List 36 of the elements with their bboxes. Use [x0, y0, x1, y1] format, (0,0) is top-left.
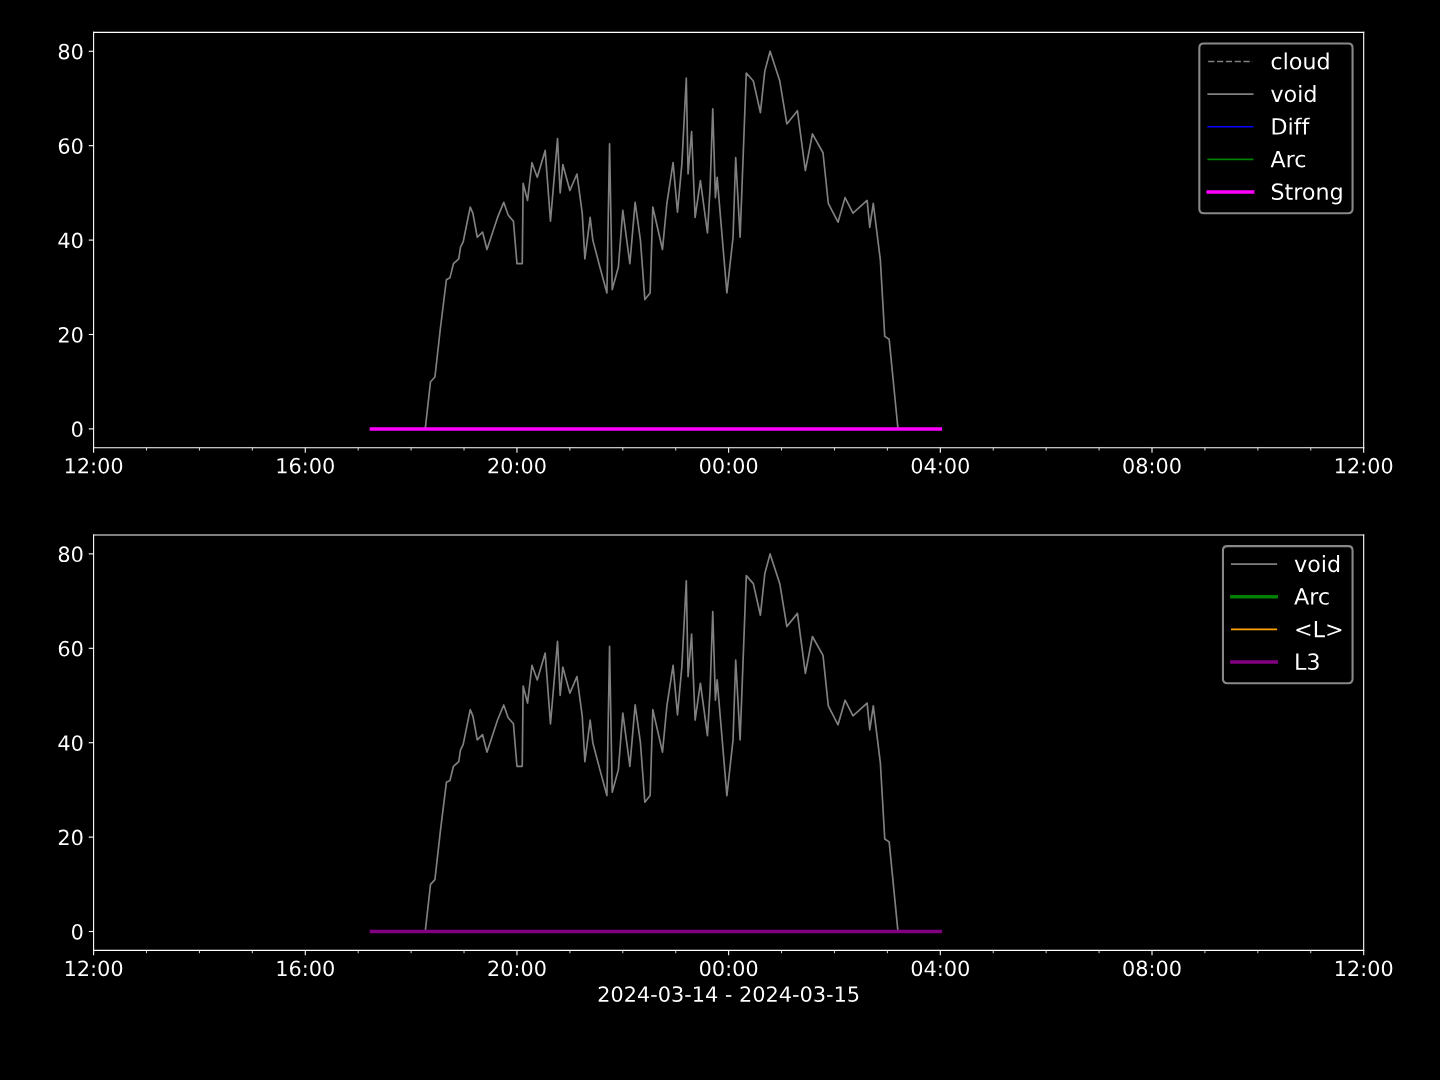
x-tick-label: 12:00 [65, 960, 123, 977]
x-tick-label: 16:00 [277, 960, 334, 977]
y-tick-label: 0 [72, 923, 83, 940]
x-tick-label: 04:00 [911, 457, 969, 474]
legend-label: cloud [1271, 52, 1329, 70]
line-series [424, 50, 899, 430]
line-series [424, 553, 899, 933]
y-tick-label: 80 [58, 546, 83, 563]
y-tick-label: 60 [58, 138, 83, 154]
y-tick-label: 40 [58, 232, 83, 249]
legend-label: void [1271, 85, 1316, 103]
x-tick-label: 20:00 [488, 457, 546, 474]
legend-label: Strong [1271, 183, 1342, 205]
x-tick-label: 12:00 [1335, 960, 1393, 977]
y-tick-label: 60 [58, 640, 83, 657]
x-tick-label: 00:00 [699, 960, 758, 977]
legend-label: L3 [1296, 653, 1319, 671]
x-tick-label: 04:00 [911, 960, 969, 977]
x-tick-label: 20:00 [488, 960, 546, 977]
legend-label: <L> [1296, 620, 1342, 638]
x-tick-label: 12:00 [65, 457, 123, 474]
x-tick-label: 12:00 [1335, 457, 1393, 474]
x-tick-label: 16:00 [277, 457, 334, 474]
y-tick-label: 40 [58, 735, 83, 751]
x-tick-label: 00:00 [699, 457, 758, 474]
x-tick-label: 08:00 [1123, 457, 1181, 474]
y-tick-label: 20 [58, 829, 83, 846]
legend-label: void [1294, 555, 1340, 573]
x-axis-title: 2024-03-14 - 2024-03-15 [598, 986, 859, 1002]
legend-label: Arc [1270, 150, 1306, 168]
legend-label: Diff [1272, 117, 1310, 135]
y-tick-label: 20 [58, 326, 83, 343]
y-tick-label: 80 [58, 43, 83, 60]
legend-label: Arc [1294, 588, 1329, 605]
x-tick-label: 08:00 [1123, 960, 1181, 977]
y-tick-label: 0 [72, 421, 83, 438]
